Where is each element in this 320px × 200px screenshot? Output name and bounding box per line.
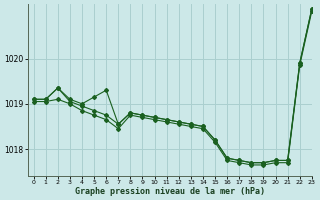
X-axis label: Graphe pression niveau de la mer (hPa): Graphe pression niveau de la mer (hPa) xyxy=(75,187,265,196)
